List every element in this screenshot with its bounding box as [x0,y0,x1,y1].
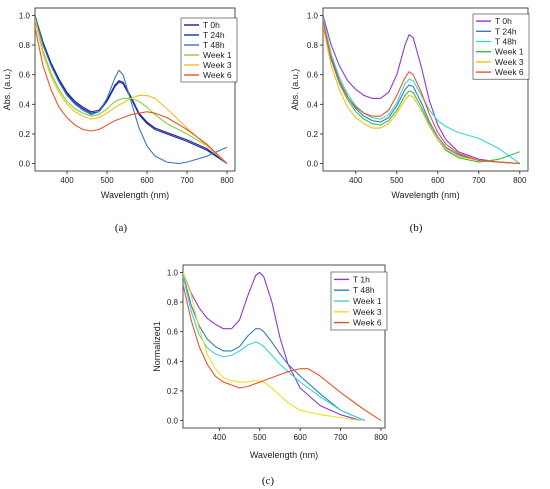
legend-label: Week 1 [353,296,382,306]
y-tick-label: 0.4 [19,100,31,109]
y-tick-label: 1.0 [167,268,179,277]
legend-label: T 24h [203,30,225,40]
x-tick-label: 500 [390,176,404,185]
y-tick-label: 0.4 [307,100,319,109]
plot-frame [182,264,386,429]
x-tick-label: 800 [220,176,234,185]
x-tick-label: 700 [180,176,194,185]
y-tick-label: 0.2 [307,130,319,139]
chart-panel-2: 400 500 600 700 800 0.0 0.2 0.4 0.6 0.8 1.0 Wavelen… [152,264,388,487]
series-line-week-6 [323,21,520,165]
x-tick-label: 400 [60,176,74,185]
legend-box [472,13,530,80]
y-tick-label: 0.6 [167,328,179,337]
plot-frame [34,7,236,172]
y-tick-label: 0.4 [167,357,179,366]
legend-label: Week 6 [203,70,232,80]
x-tick-label: 800 [513,176,527,185]
legend-label: T 48h [353,285,375,295]
y-tick-label: 0.2 [167,387,179,396]
panel-label: (b) [410,222,423,234]
legend-label: T 48h [495,37,517,47]
x-tick-label: 500 [100,176,114,185]
series-line-week-3 [35,19,228,165]
x-tick-label: 600 [293,433,307,442]
legend-label: T 24h [495,26,517,36]
legend-label: Week 1 [495,47,524,57]
legend-label: Week 3 [353,307,382,317]
legend-label: Week 3 [203,60,232,70]
y-tick-label: 1.0 [307,11,319,20]
x-tick-label: 500 [253,433,267,442]
y-tick-label: 0.0 [19,160,31,169]
chart-panel-1: 400 500 600 700 800 0.0 0.2 0.4 0.6 0.8 1.0 Wavelen… [290,7,530,234]
series-line-t-24h [35,16,228,165]
x-axis-title: Wavelength (nm) [101,190,169,200]
x-tick-label: 700 [472,176,486,185]
series-line-week-1 [35,18,228,165]
x-axis-title: Wavelength (nm) [250,450,318,460]
y-tick-label: 0.6 [19,71,31,80]
x-tick-label: 700 [334,433,348,442]
series-line-t-48h [183,273,366,422]
y-tick-label: 0.2 [19,130,31,139]
y-axis-title: Abs. (a.u.) [2,69,12,111]
y-tick-label: 0.8 [19,41,31,50]
plot-frame [322,7,529,172]
x-tick-label: 600 [431,176,445,185]
series-line-week-6 [183,284,382,422]
chart-panel-0: 400 500 600 700 800 0.0 0.2 0.4 0.6 0.8 1.0 Wavelen… [2,7,238,234]
legend-label: Week 1 [203,50,232,60]
panel-label: (a) [115,222,128,234]
x-tick-label: 600 [140,176,154,185]
series-line-week-3 [323,25,520,165]
x-axis-title: Wavelength (nm) [391,190,459,200]
series-line-t-48h [323,18,521,165]
series-line-t-1h [183,271,361,422]
legend-label: Week 6 [495,67,524,77]
series-line-week-3 [183,272,361,422]
series-line-week-1 [183,275,366,422]
y-tick-label: 0.6 [307,71,319,80]
y-tick-label: 0.0 [307,160,319,169]
legend-label: T 0h [495,16,512,26]
legend-box [180,17,238,83]
series-line-week-1 [323,22,520,163]
legend-label: Week 3 [495,57,524,67]
y-tick-label: 0.8 [307,41,319,50]
y-axis-title: Normalized1 [152,321,162,372]
y-axis-title: Abs. (a.u.) [290,69,300,111]
x-tick-label: 800 [374,433,388,442]
legend-label: T 1h [353,274,370,284]
x-tick-label: 400 [349,176,363,185]
legend-label: T 48h [203,40,225,50]
legend-label: T 0h [203,20,220,30]
series-line-week-6 [35,27,228,164]
legend-label: Week 6 [353,318,382,328]
y-tick-label: 0.8 [167,298,179,307]
series-line-t-0h [323,15,520,165]
y-tick-label: 1.0 [19,11,31,20]
series-line-t-48h [35,15,228,165]
y-tick-label: 0.0 [167,417,179,426]
series-line-t-0h [35,15,228,165]
panel-label: (c) [262,475,275,487]
x-tick-label: 400 [213,433,227,442]
